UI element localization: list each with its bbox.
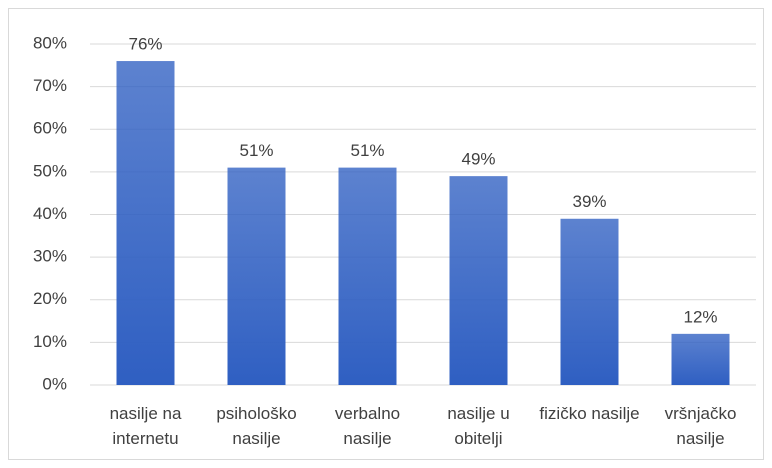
y-tick-label: 50% (33, 161, 67, 180)
x-tick-label: fizičko nasilje (539, 404, 640, 423)
data-label: 76% (128, 35, 162, 54)
x-tick-label: verbalno nasilje (334, 404, 401, 448)
bar (449, 176, 508, 385)
x-tick-label: vršnjačko nasilje (664, 404, 737, 448)
y-tick-label: 80% (33, 33, 67, 52)
data-label: 49% (461, 150, 495, 169)
bar (671, 333, 730, 385)
x-tick-label: nasilje na internetu (109, 404, 182, 448)
bar (338, 167, 397, 385)
bar (227, 167, 286, 385)
y-tick-label: 60% (33, 119, 67, 138)
data-label: 51% (239, 141, 273, 160)
bar (116, 61, 175, 386)
y-tick-label: 10% (33, 332, 67, 351)
bar (560, 218, 619, 385)
data-label: 51% (350, 141, 384, 160)
y-tick-label: 20% (33, 289, 67, 308)
data-label: 12% (683, 307, 717, 326)
x-tick-label: nasilje u obitelji (447, 404, 510, 448)
x-tick-label: psihološko nasilje (216, 404, 297, 448)
y-tick-label: 0% (42, 374, 67, 393)
y-tick-label: 30% (33, 247, 67, 266)
data-label: 39% (572, 192, 606, 211)
y-tick-label: 40% (33, 204, 67, 223)
y-tick-label: 70% (33, 76, 67, 95)
